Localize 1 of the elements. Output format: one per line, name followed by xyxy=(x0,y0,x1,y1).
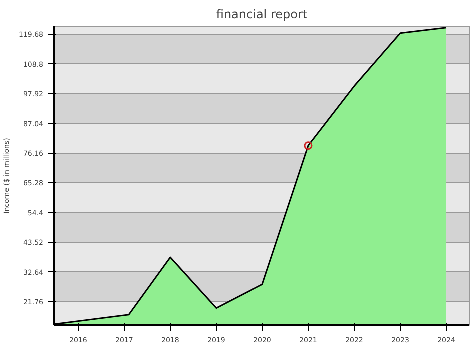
chart-title: financial report xyxy=(216,8,308,22)
